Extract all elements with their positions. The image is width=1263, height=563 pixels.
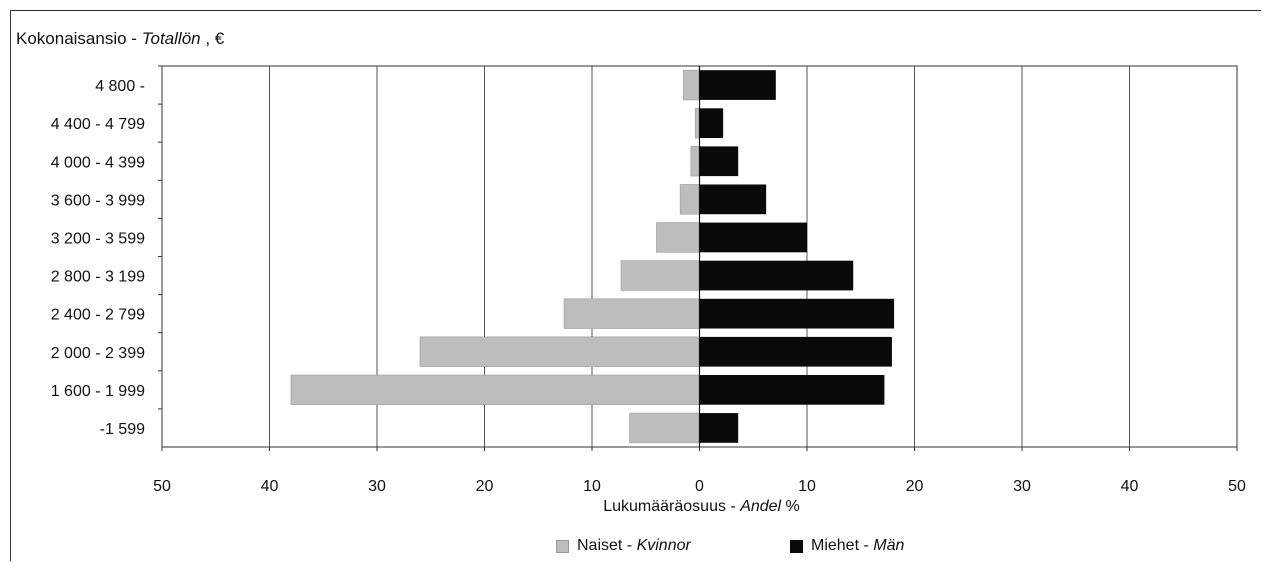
legend-label-women: Naiset - Kvinnor — [577, 537, 691, 554]
legend-item-men: Miehet - Män — [790, 537, 904, 555]
x-tick-label: 10 — [798, 478, 816, 495]
legend-swatch-women — [556, 539, 569, 553]
y-tick-label: 3 600 - 3 999 — [51, 192, 145, 209]
y-tick-label: 3 200 - 3 599 — [51, 230, 145, 247]
y-tick-label: 1 600 - 1 999 — [51, 383, 145, 400]
x-tick-label: 40 — [261, 478, 279, 495]
bar-women — [563, 298, 700, 329]
y-tick-label: -1 599 — [100, 421, 145, 438]
x-tick-label: 0 — [695, 478, 704, 495]
x-tick-label: 10 — [583, 478, 601, 495]
bar-women — [419, 336, 700, 367]
bar-women — [694, 107, 700, 139]
x-tick-label: 20 — [476, 478, 494, 495]
y-tick-label: 4 400 - 4 799 — [51, 116, 145, 133]
bar-women — [683, 69, 700, 101]
y-tick-label: 2 800 - 3 199 — [51, 269, 145, 286]
x-tick-label: 20 — [906, 478, 924, 495]
bar-women — [629, 412, 700, 444]
chart-frame — [10, 10, 1261, 561]
chart-title: Kokonaisansio - Totallön , € — [16, 29, 225, 48]
bar-men — [699, 222, 807, 253]
bar-men — [699, 108, 724, 139]
bar-men — [699, 298, 895, 329]
legend-label-men: Miehet - Män — [811, 537, 905, 554]
x-tick-label: 50 — [1228, 478, 1246, 495]
bar-men — [699, 146, 739, 177]
bar-women — [656, 222, 700, 253]
x-tick-label: 40 — [1121, 478, 1139, 495]
y-tick-label: 4 800 - — [95, 78, 145, 95]
legend-swatch-men — [790, 539, 803, 553]
bar-men — [699, 374, 885, 405]
bar-women — [620, 260, 700, 291]
bar-men — [699, 184, 767, 215]
x-tick-label: 30 — [368, 478, 386, 495]
bar-women — [290, 374, 700, 406]
x-tick-label: 30 — [1013, 478, 1031, 495]
bar-men — [699, 336, 892, 367]
x-tick-label: 50 — [153, 478, 171, 495]
y-tick-label: 4 000 - 4 399 — [51, 154, 145, 171]
legend-item-women: Naiset - Kvinnor — [556, 537, 691, 555]
y-tick-label: 2 400 - 2 799 — [51, 307, 145, 324]
x-axis-label: Lukumääräosuus - Andel % — [603, 498, 800, 515]
bar-men — [699, 413, 739, 443]
y-tick-label: 2 000 - 2 399 — [51, 345, 145, 362]
bar-women — [690, 146, 700, 177]
bar-men — [699, 260, 854, 291]
bar-men — [699, 70, 776, 100]
bar-women — [679, 184, 700, 215]
